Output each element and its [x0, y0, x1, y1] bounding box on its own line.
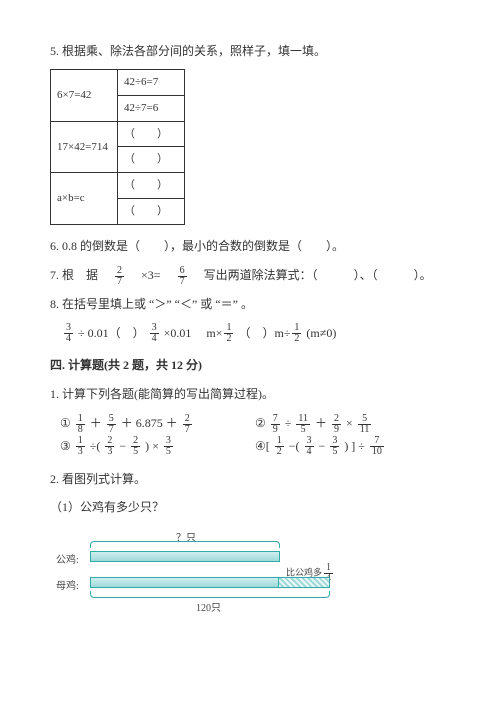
calc-row-2: ③ 13 ÷( 23 − 25 ) × 35 ④[ 12 −( 34 − 35 …	[50, 435, 450, 458]
fraction: 12	[224, 323, 233, 344]
fraction: 710	[370, 436, 384, 457]
cell: （ ）	[118, 199, 185, 225]
label-mu: 母鸡:	[56, 577, 79, 596]
relation-table: 6×7=4242÷6=7 42÷7=6 17×42=714（ ） （ ） a×b…	[50, 69, 185, 225]
fraction: 13	[76, 436, 85, 457]
fraction: 79	[271, 414, 280, 435]
fraction: 25	[131, 436, 140, 457]
problem-1: 1. 计算下列各题(能简算的写出简算过程)。	[50, 383, 450, 406]
q7-mid2: 写出两道除法算式：（ ）、（ ）。	[192, 268, 432, 282]
calc-2: ② 79 ÷ 115 ＋ 29 × 511	[255, 412, 450, 435]
brace-top	[90, 541, 280, 548]
cell: （ ）	[118, 173, 185, 199]
fraction: 34	[150, 323, 159, 344]
fraction: 34	[64, 323, 73, 344]
q7-pre: 7. 根 据	[50, 268, 110, 282]
expr: m×	[206, 326, 222, 340]
fraction: 18	[76, 414, 85, 435]
expr: ÷ 0.01（ ）	[78, 326, 145, 340]
calc-1: ① 18 ＋ 57 ＋ 6.875 ＋ 27	[60, 412, 255, 435]
cell: （ ）	[118, 121, 185, 147]
fraction: 23	[105, 436, 114, 457]
fraction: 511	[358, 414, 372, 435]
section-4-title: 四. 计算题(共 2 题，共 12 分)	[50, 354, 450, 377]
problem-2: 2. 看图列式计算。	[50, 468, 450, 491]
fraction: 115	[296, 414, 310, 435]
cell: 42÷7=6	[118, 95, 185, 121]
bar-mu	[90, 577, 330, 588]
cell: （ ）	[118, 147, 185, 173]
fraction: 35	[164, 436, 173, 457]
brace-bottom	[90, 591, 330, 598]
calc-row-1: ① 18 ＋ 57 ＋ 6.875 ＋ 27 ② 79 ÷ 115 ＋ 29 ×…	[50, 412, 450, 435]
expr: (m≠0)	[306, 326, 336, 340]
fraction: 12	[292, 323, 301, 344]
fraction: 35	[330, 436, 339, 457]
question-6: 6. 0.8 的倒数是（ ），最小的合数的倒数是（ ）。	[50, 235, 450, 258]
q5-text: 5. 根据乘、除法各部分间的关系，照样子，填一填。	[50, 44, 326, 58]
expr: ×0.01	[164, 326, 192, 340]
bar-diagram: ？只 公鸡: 比公鸡多14 母鸡: 120只	[56, 531, 336, 611]
sub-question-1: （1）公鸡有多少只？	[50, 496, 450, 519]
calc-3: ③ 13 ÷( 23 − 25 ) × 35	[60, 435, 255, 458]
fraction: 34	[305, 436, 314, 457]
calc-4: ④[ 12 −( 34 − 35 ) ] ÷ 710	[255, 435, 450, 458]
q7-mid1: ×3=	[129, 268, 173, 282]
count-label: 120只	[196, 599, 221, 618]
cell: 17×42=714	[51, 121, 118, 173]
question-7: 7. 根 据 27 ×3= 67 写出两道除法算式：（ ）、（ ）。	[50, 264, 450, 287]
chicken-diagram: ？只 公鸡: 比公鸡多14 母鸡: 120只	[50, 531, 450, 611]
bar-gong	[90, 551, 280, 562]
fraction: 27	[183, 414, 192, 435]
question-5: 5. 根据乘、除法各部分间的关系，照样子，填一填。	[50, 40, 450, 63]
fraction: 57	[107, 414, 116, 435]
q8-text: 8. 在括号里填上或 “＞” “＜” 或 “＝” 。	[50, 297, 253, 311]
cell: 42÷6=7	[118, 69, 185, 95]
fraction: 12	[275, 436, 284, 457]
q6-text: 6. 0.8 的倒数是（ ），最小的合数的倒数是（ ）。	[50, 239, 344, 253]
cell: 6×7=42	[51, 69, 118, 121]
fraction: 29	[332, 414, 341, 435]
question-8: 8. 在括号里填上或 “＞” “＜” 或 “＝” 。	[50, 293, 450, 316]
expr: （ ）m÷	[238, 326, 290, 340]
cell: a×b=c	[51, 173, 118, 225]
q8-expressions: 34 ÷ 0.01（ ） 34 ×0.01 m×12 （ ）m÷12 (m≠0)	[50, 322, 450, 345]
label-gong: 公鸡:	[56, 551, 79, 570]
fraction: 27	[115, 266, 124, 287]
fraction: 67	[178, 266, 187, 287]
extra-portion	[278, 578, 329, 587]
